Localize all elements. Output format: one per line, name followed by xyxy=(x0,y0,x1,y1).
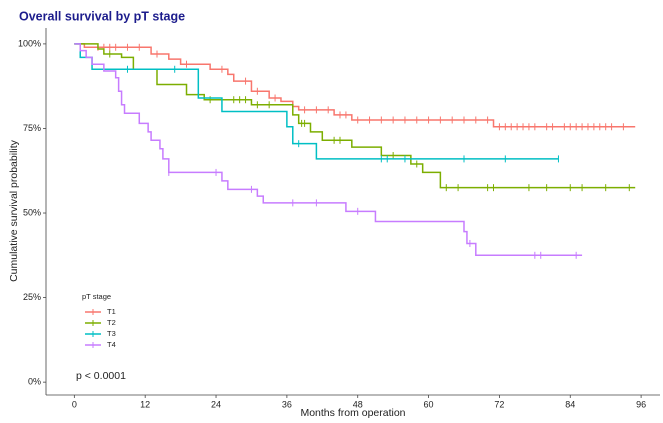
survival-curve xyxy=(74,43,559,160)
x-tick-label: 24 xyxy=(211,399,221,409)
survival-curve xyxy=(74,43,636,189)
x-tick-label: 0 xyxy=(72,399,77,409)
x-axis-label: Months from operation xyxy=(300,407,405,419)
x-tick-label: 12 xyxy=(140,399,150,409)
x-tick-label: 48 xyxy=(353,399,363,409)
y-tick-label: 0% xyxy=(28,377,41,387)
x-tick-label: 36 xyxy=(282,399,292,409)
legend-label: T2 xyxy=(107,318,116,327)
x-tick-label: 96 xyxy=(636,399,646,409)
x-tick-label: 60 xyxy=(424,399,434,409)
x-tick-label: 72 xyxy=(494,399,504,409)
y-tick-label: 100% xyxy=(18,38,41,48)
y-tick-label: 50% xyxy=(23,207,41,217)
legend-label: T1 xyxy=(107,307,116,316)
y-tick-label: 25% xyxy=(23,292,41,302)
y-axis-label: Cumulative survival probability xyxy=(8,139,20,282)
legend-label: T4 xyxy=(107,340,116,349)
legend-title: pT stage xyxy=(82,292,111,301)
survival-curve xyxy=(74,43,583,257)
legend-label: T3 xyxy=(107,329,116,338)
chart-title: Overall survival by pT stage xyxy=(19,9,185,23)
x-tick-label: 84 xyxy=(565,399,575,409)
p-value: p < 0.0001 xyxy=(76,370,126,382)
y-tick-label: 75% xyxy=(23,123,41,133)
survival-curve xyxy=(74,43,636,128)
